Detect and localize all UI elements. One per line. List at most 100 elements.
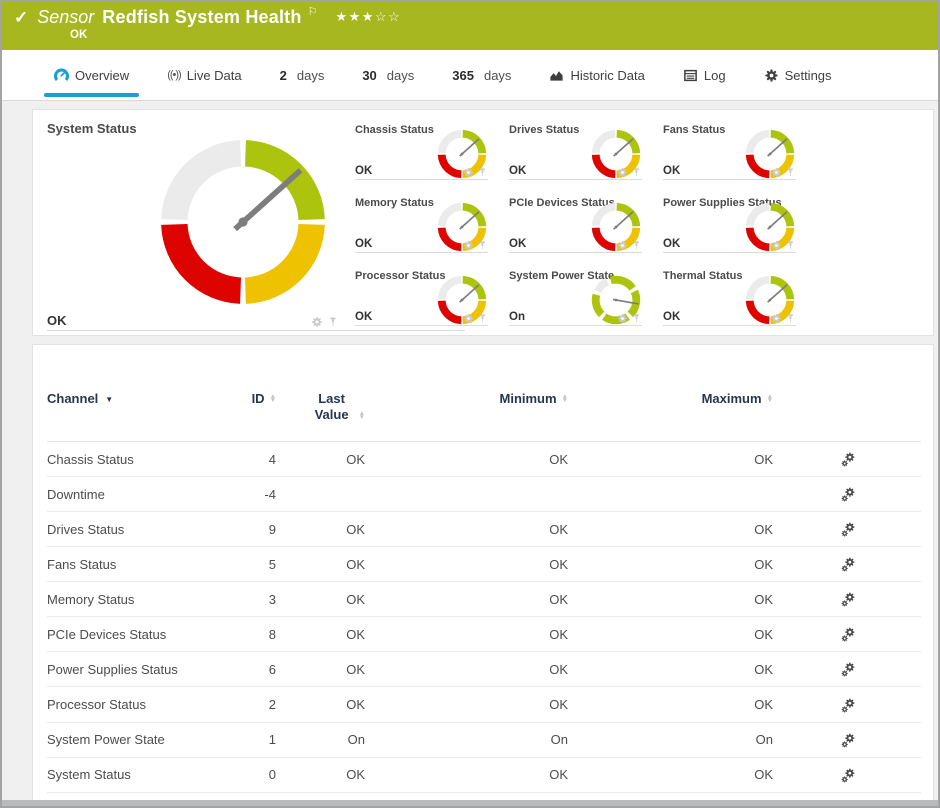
gear-icon[interactable] [617,167,628,178]
cell-channel: System Status [47,757,197,793]
cell-minimum: On [365,722,568,758]
tab-label: Historic Data [570,67,645,83]
cell-channel: Chassis Status [47,441,197,478]
cell-maximum: On [568,722,773,758]
channel-settings-icon[interactable] [840,627,855,642]
cell-channel: PCIe Devices Status [47,616,197,653]
column-header-minimum[interactable]: Minimum [365,345,568,442]
cell-minimum: OK [365,546,568,583]
cell-last-value: OK [276,757,365,793]
tab-30-days[interactable]: 30 days [362,50,414,100]
tab-unit: days [296,67,325,83]
table-row: Processor Status 2 OK OK OK [47,686,921,723]
cell-maximum: OK [568,511,773,548]
priority-stars[interactable]: ★★★☆☆ [335,9,401,25]
gauge-value: OK [509,238,527,250]
cell-maximum: OK [568,441,773,478]
live-data-icon: ((•)) [167,69,181,81]
sensor-kind-label: Sensor [37,7,95,27]
chart-icon [549,68,564,83]
channel-settings-icon[interactable] [840,592,855,607]
page-title: Redfish System Health [102,7,302,27]
gear-icon[interactable] [617,240,628,251]
gauge-title: Thermal Status [663,270,743,282]
gear-icon[interactable] [771,167,782,178]
gear-icon [764,68,779,83]
gear-icon[interactable] [463,240,474,251]
pin-icon[interactable] [477,313,488,324]
table-row: Memory Status 3 OK OK OK [47,581,921,618]
table-row: Power Supplies Status 6 OK OK OK [47,651,921,688]
gauge-value: On [509,311,525,323]
tab-2-days[interactable]: 2 days [280,50,325,100]
table-row: System Power State 1 On On On [47,722,921,758]
tab-number: 2 [279,67,287,83]
gauge-title: Memory Status [355,197,434,209]
tab-historic-data[interactable]: Historic Data [549,50,645,100]
column-header-last-value[interactable]: Last Value [276,345,365,442]
cell-channel: Downtime [47,476,197,513]
channel-settings-icon[interactable] [840,487,855,502]
cell-last-value: OK [276,651,365,688]
sensor-header: ✓ Sensor Redfish System Health ⚐ ★★★☆☆ O… [2,2,938,50]
gauge-tile-fans-status: Fans Status OK [663,124,796,180]
pin-icon[interactable] [327,316,339,328]
divider [47,330,465,331]
system-status-gauge[interactable] [155,134,331,310]
pin-icon[interactable] [785,240,796,251]
stars-empty: ☆☆ [374,8,402,24]
tab-overview[interactable]: Overview [43,50,140,100]
gauge-title: Chassis Status [355,124,434,136]
cell-minimum [365,476,568,513]
tab-live-data[interactable]: ((•)) Live Data [167,50,241,100]
pin-icon[interactable] [631,167,642,178]
tab-number: 30 [362,67,377,83]
channel-settings-icon[interactable] [840,733,855,748]
tab-number: 365 [452,67,474,83]
sort-icon [767,395,773,404]
gear-icon[interactable] [311,316,323,328]
channel-settings-icon[interactable] [840,452,855,467]
tab-label: Settings [784,67,832,83]
cell-minimum: OK [365,441,568,478]
channel-settings-icon[interactable] [840,768,855,783]
tab-settings[interactable]: Settings [764,50,832,100]
gear-icon[interactable] [617,313,628,324]
tab-bar: Overview ((•)) Live Data 2 days 30 days … [2,50,938,101]
pin-icon[interactable] [477,167,488,178]
pin-icon[interactable] [785,313,796,324]
column-header-id[interactable]: ID [197,345,276,442]
pin-icon[interactable] [785,167,796,178]
gauge-title: Fans Status [663,124,726,136]
gear-icon[interactable] [463,167,474,178]
gear-icon[interactable] [463,313,474,324]
channel-settings-icon[interactable] [840,522,855,537]
cell-channel: Power Supplies Status [47,651,197,688]
channel-settings-icon[interactable] [840,662,855,677]
gear-icon[interactable] [771,313,782,324]
tab-log[interactable]: Log [683,50,726,100]
pin-icon[interactable] [631,240,642,251]
cell-last-value: OK [276,546,365,583]
cell-last-value: OK [276,616,365,653]
tab-unit: days [386,67,415,83]
pin-icon[interactable] [477,240,488,251]
gauge-tile-memory-status: Memory Status OK [355,197,488,253]
channel-settings-icon[interactable] [840,557,855,572]
column-header-channel[interactable]: Channel [47,345,197,442]
tab-unit: days [483,67,512,83]
cell-channel: Processor Status [47,686,197,723]
column-header-maximum[interactable]: Maximum [568,345,773,442]
system-gauge-value: OK [47,313,67,328]
channel-settings-icon[interactable] [840,698,855,713]
tab-365-days[interactable]: 365 days [452,50,511,100]
cell-minimum: OK [365,686,568,723]
gauges-card: System Status OK Chassis Status OK [32,109,934,336]
cell-id: 4 [197,441,276,478]
cell-channel: Fans Status [47,546,197,583]
flag-icon[interactable]: ⚐ [307,6,318,18]
pin-icon[interactable] [631,313,642,324]
gear-icon[interactable] [771,240,782,251]
gauge-value: OK [355,311,373,323]
cell-channel: Memory Status [47,581,197,618]
